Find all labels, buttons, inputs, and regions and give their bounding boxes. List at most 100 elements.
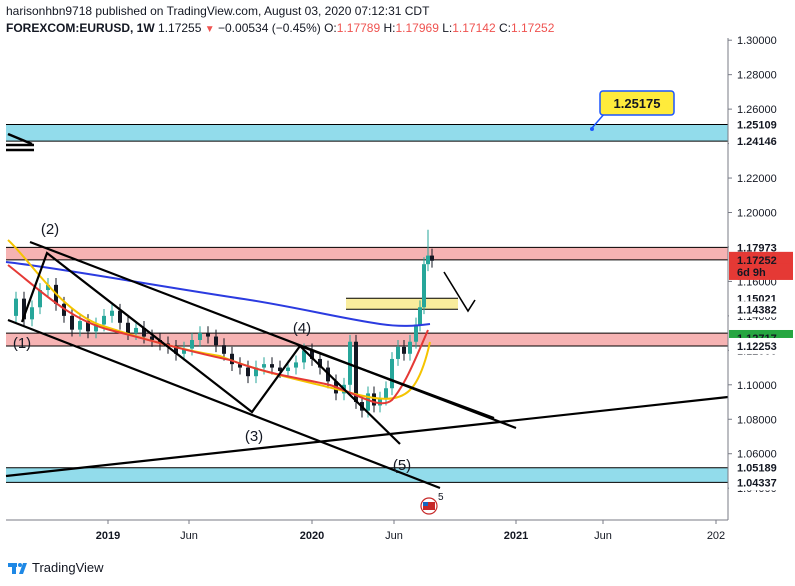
y-tick-label: 1.26000: [737, 104, 777, 116]
price-label-bg: [729, 239, 793, 256]
price-label-bg: [729, 337, 793, 354]
wave-labels: (2) (1) (3) (4) (5): [13, 221, 411, 474]
candle-body: [110, 310, 114, 316]
ma-red-line: [7, 264, 429, 405]
candle-body: [230, 353, 234, 365]
price-label: 1.12253: [737, 341, 777, 353]
wave-label: (1): [13, 335, 31, 352]
y-tick-label: 1.20000: [737, 208, 777, 220]
high-label: H:: [383, 21, 396, 35]
tradingview-logo-icon: [8, 562, 27, 574]
x-tick-label: 202: [707, 530, 725, 542]
candle-body: [414, 324, 418, 342]
candle-body: [150, 336, 154, 341]
wave-label: (4): [293, 320, 311, 337]
wave4-channel-line: [299, 344, 495, 420]
candle-body: [408, 341, 412, 354]
candle-body: [238, 364, 242, 368]
candle-body: [384, 388, 388, 399]
callout-anchor: [590, 127, 594, 131]
elliott-wave-path: [20, 251, 401, 445]
target-callout[interactable]: 1.25175: [590, 90, 675, 131]
y-tick-label: 1.22000: [737, 173, 777, 185]
price-label-bg: [729, 301, 793, 318]
candle-body: [278, 367, 282, 372]
candle-body: [286, 367, 290, 372]
candle-body: [70, 315, 74, 330]
candle-body: [118, 310, 122, 323]
candle-body: [422, 264, 426, 308]
candle-body: [270, 364, 274, 368]
candle-body: [86, 321, 90, 332]
callout-text: 1.25175: [614, 96, 661, 111]
candle-body: [366, 393, 370, 411]
candle-body: [102, 315, 106, 325]
price-label-bg: [729, 116, 793, 133]
candle-body: [430, 255, 434, 261]
price-label: 1.05189: [737, 463, 777, 475]
y-tick-label: 1.06000: [737, 449, 777, 461]
candle-body: [418, 307, 422, 325]
price-label-bg: [729, 459, 793, 476]
ma-blue-line: [5, 261, 431, 327]
candle-body: [222, 345, 226, 354]
symbol-ohlc-line: FOREXCOM:EURUSD, 1W 1.17255 ▼ −0.00534 (…: [6, 21, 554, 35]
y-tick-label: 1.08000: [737, 414, 777, 426]
lower-channel-line: [7, 318, 441, 490]
candle-body: [142, 327, 146, 337]
open-value: 1.17789: [336, 21, 381, 35]
trendlines: [5, 132, 729, 490]
price-label-bg: [729, 474, 793, 491]
event-count: 5: [438, 492, 444, 503]
price-label: 1.24146: [737, 136, 777, 148]
candle-body: [38, 290, 42, 308]
candle-body: [390, 358, 394, 389]
open-label: O:: [324, 21, 337, 35]
price-label: 1.14382: [737, 304, 777, 316]
candle-body: [14, 298, 18, 316]
candle-body: [402, 346, 406, 354]
candle-body: [354, 341, 358, 403]
tradingview-footer[interactable]: TradingView: [8, 560, 104, 575]
candle-body: [198, 333, 202, 341]
low-label: L:: [442, 21, 453, 35]
candle-body: [182, 348, 186, 354]
x-tick-label: Jun: [180, 530, 198, 542]
candle-body: [294, 362, 298, 368]
candle-body: [206, 333, 210, 337]
publish-info: harisonhbn9718 published on TradingView.…: [6, 4, 430, 18]
candle-body: [378, 398, 382, 406]
support-trendline: [5, 395, 729, 478]
callout-box: [599, 90, 675, 116]
wave-label: (5): [393, 457, 411, 474]
candle-body: [246, 367, 250, 377]
wave-label: (2): [41, 221, 59, 238]
low-value: 1.17142: [452, 21, 496, 35]
event-marker[interactable]: 5: [420, 492, 444, 515]
footer-brand: TradingView: [32, 560, 104, 575]
price-label: 1.04337: [737, 477, 777, 489]
candle-body: [134, 327, 138, 334]
y-tick-label: 1.30000: [737, 35, 777, 47]
candle-body: [94, 324, 98, 332]
candle-body: [174, 346, 178, 354]
candle-body: [348, 341, 352, 385]
candle-body: [302, 350, 306, 363]
flag-stripe: [423, 502, 435, 510]
projection-arrow: [443, 271, 476, 313]
moving-averages: [5, 239, 431, 405]
price-label-bg: [729, 263, 793, 280]
wave-label: (3): [245, 428, 263, 445]
price-change: −0.00534 (−0.45%): [218, 21, 321, 35]
last-price: 1.17255: [158, 21, 202, 35]
short-mark-3: [7, 132, 33, 146]
flag-canton: [423, 502, 428, 506]
high-value: 1.17969: [395, 21, 439, 35]
zone-lower-pink: [6, 333, 728, 346]
zone-lower-cyan: [6, 467, 728, 483]
zone-upper-cyan: [6, 124, 728, 142]
price-label: 1.25109: [737, 119, 777, 131]
price-zones: [6, 123, 728, 483]
x-tick-label: Jun: [594, 530, 612, 542]
